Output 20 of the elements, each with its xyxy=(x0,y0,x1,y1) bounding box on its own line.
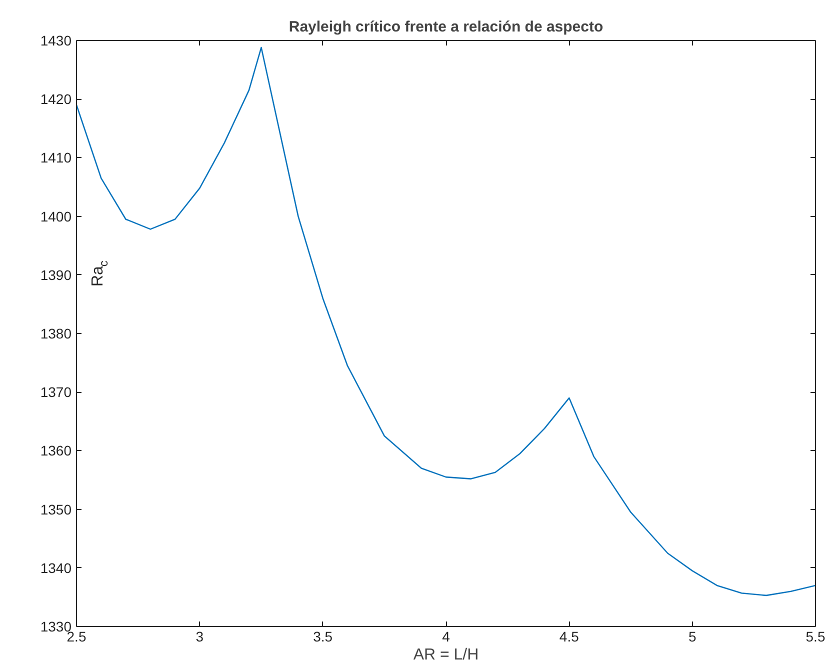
y-tick-label: 1370 xyxy=(40,384,72,400)
chart-title: Rayleigh crítico frente a relación de aspecto xyxy=(288,18,604,36)
x-tick-label: 5.5 xyxy=(806,628,826,644)
y-tick-label: 1410 xyxy=(40,150,72,166)
y-axis-title: Rac xyxy=(90,260,110,286)
y-tick-label: 1390 xyxy=(40,266,72,283)
x-tick-label: 5 xyxy=(688,628,696,644)
line-series xyxy=(76,46,816,596)
x-tick-label: 3 xyxy=(196,628,204,644)
y-tick-label: 1380 xyxy=(40,326,72,342)
y-tick-label: 1430 xyxy=(40,32,72,48)
y-tick-label: 1350 xyxy=(40,501,72,518)
x-tick-label: 4 xyxy=(442,628,450,644)
x-tick-label: 3.5 xyxy=(313,628,333,644)
x-tick-label: 4.5 xyxy=(559,628,580,644)
y-tick-label: 1420 xyxy=(40,91,72,108)
y-tick-label: 1400 xyxy=(40,208,72,224)
y-tick-label: 1360 xyxy=(40,442,72,459)
x-axis-title: AR = L/H xyxy=(413,646,479,664)
y-tick-label: 1340 xyxy=(40,560,72,576)
